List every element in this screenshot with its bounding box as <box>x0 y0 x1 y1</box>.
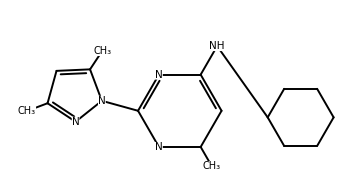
Text: NH: NH <box>209 41 225 51</box>
Text: N: N <box>98 96 106 106</box>
Text: CH₃: CH₃ <box>203 161 221 171</box>
Text: N: N <box>72 117 79 127</box>
Text: CH₃: CH₃ <box>93 46 111 56</box>
Text: N: N <box>155 142 163 152</box>
Text: N: N <box>155 70 163 80</box>
Text: CH₃: CH₃ <box>18 106 36 116</box>
